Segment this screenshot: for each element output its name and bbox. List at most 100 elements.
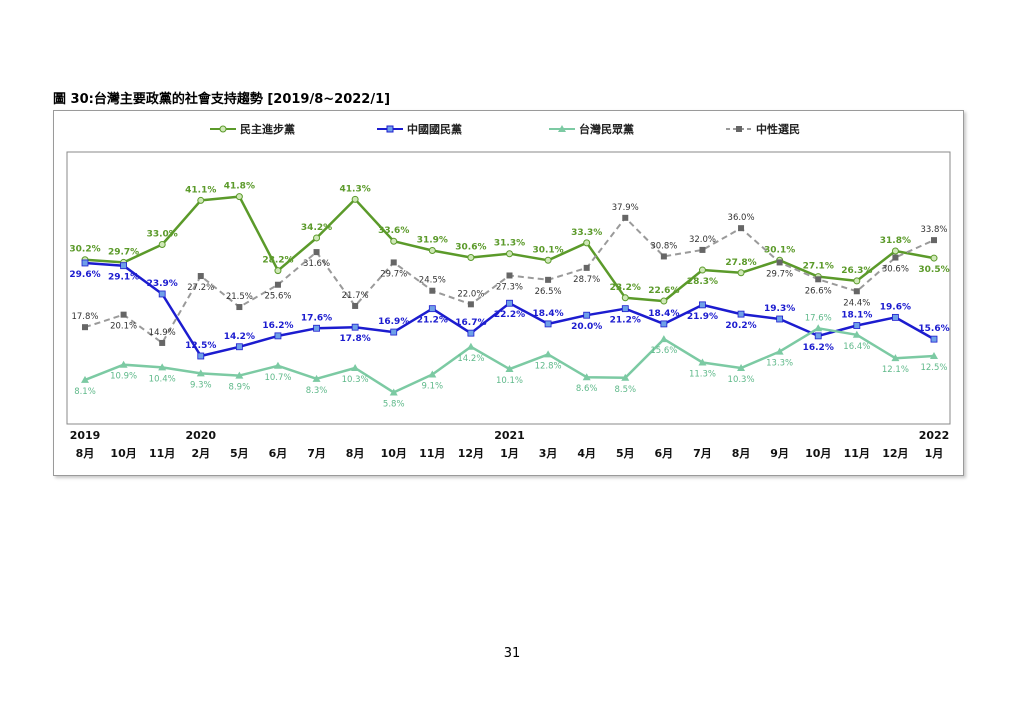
- data-point: [467, 254, 475, 262]
- data-label: 21.5%: [226, 292, 253, 302]
- data-label: 17.6%: [301, 313, 332, 323]
- x-tick-label: 10月: [805, 447, 831, 460]
- data-label: 29.7%: [766, 269, 793, 279]
- x-tick-label: 7月: [307, 447, 326, 460]
- x-tick-label: 5月: [230, 447, 249, 460]
- data-point: [776, 259, 783, 266]
- data-point: [351, 323, 359, 331]
- data-label: 29.1%: [108, 273, 139, 283]
- data-label: 20.2%: [725, 321, 756, 331]
- data-label: 17.6%: [805, 313, 832, 323]
- data-label: 14.2%: [457, 354, 484, 364]
- x-tick-label: 10月: [381, 447, 407, 460]
- data-label: 29.6%: [69, 270, 100, 280]
- data-point: [428, 246, 436, 254]
- data-point: [505, 365, 514, 373]
- data-point: [197, 352, 205, 360]
- data-label: 24.5%: [419, 276, 446, 286]
- data-point: [313, 234, 321, 242]
- data-label: 30.1%: [764, 245, 795, 255]
- data-label: 27.1%: [803, 262, 834, 272]
- data-point: [313, 324, 320, 332]
- data-point: [660, 297, 668, 305]
- data-point: [81, 259, 89, 267]
- data-label: 20.0%: [571, 322, 602, 332]
- data-point: [659, 335, 668, 343]
- x-axis: 8月 10月 11月 2月 5月 6月 7月 8月 10月 11月 12月 1月 3月 4月 5月 6月 7月 8…: [70, 429, 950, 460]
- data-label: 29.7%: [380, 269, 407, 279]
- data-point: [930, 352, 938, 359]
- data-point: [775, 347, 784, 355]
- data-label: 21.2%: [417, 316, 448, 326]
- data-label: 23.2%: [610, 283, 641, 293]
- data-label: 8.3%: [306, 386, 328, 396]
- legend-marker: [219, 125, 227, 133]
- data-label: 31.3%: [494, 239, 525, 249]
- data-point: [428, 305, 436, 313]
- x-tick-label: 8月: [346, 447, 365, 460]
- data-point: [235, 193, 243, 201]
- x-tick-label: 1月: [500, 447, 519, 460]
- x-tick-label: 11月: [844, 447, 870, 460]
- legend-label: 中性選民: [756, 122, 800, 136]
- data-label: 29.7%: [108, 247, 139, 257]
- data-label: 12.1%: [882, 365, 909, 375]
- data-label: 10.7%: [264, 373, 291, 383]
- x-tick-label: 9月: [770, 447, 789, 460]
- data-point: [390, 259, 397, 266]
- data-label: 26.6%: [805, 286, 832, 296]
- x-tick-label: 12月: [882, 447, 908, 460]
- data-point: [699, 301, 706, 309]
- data-label: 10.1%: [496, 376, 523, 386]
- legend-label: 民主進步黨: [240, 122, 295, 136]
- data-label: 12.8%: [535, 361, 562, 371]
- data-point: [466, 342, 475, 350]
- data-point: [814, 332, 822, 340]
- data-label: 5.8%: [383, 399, 405, 409]
- series-line-4: [84, 216, 935, 344]
- data-point: [389, 388, 398, 396]
- data-point: [698, 358, 707, 366]
- data-label: 28.7%: [573, 275, 600, 285]
- data-label: 12.5%: [920, 363, 947, 373]
- data-point: [930, 335, 938, 343]
- data-point: [544, 320, 552, 328]
- data-point: [120, 262, 127, 270]
- data-point: [351, 363, 360, 371]
- data-label: 33.0%: [147, 229, 178, 239]
- legend-label: 台灣民眾黨: [579, 122, 634, 136]
- chart-frame: 民主進步黨 中國國民黨 台灣民眾黨 中性選民 30.2% 29.7% 33.0% 41.1%…: [53, 110, 964, 476]
- data-point: [274, 281, 281, 288]
- legend-marker: [736, 126, 742, 132]
- data-label: 30.6%: [455, 243, 486, 253]
- data-point: [660, 320, 668, 328]
- data-point: [892, 254, 899, 261]
- data-label: 33.3%: [571, 228, 602, 238]
- data-point: [82, 324, 88, 331]
- data-label: 32.0%: [689, 235, 716, 245]
- data-label: 30.6%: [882, 265, 909, 275]
- data-label: 28.2%: [262, 256, 293, 266]
- x-tick-label: 7月: [693, 447, 712, 460]
- chart-legend: 民主進步黨 中國國民黨 台灣民眾黨 中性選民: [210, 122, 800, 136]
- data-point: [235, 343, 243, 351]
- data-point: [390, 328, 398, 336]
- data-label: 14.9%: [149, 328, 176, 338]
- data-point: [853, 288, 860, 295]
- data-label: 10.4%: [149, 374, 176, 384]
- data-label: 8.1%: [74, 387, 96, 397]
- data-label: 16.4%: [843, 342, 870, 352]
- data-point: [815, 276, 822, 283]
- data-point: [544, 350, 553, 358]
- x-tick-label: 4月: [577, 447, 596, 460]
- data-label: 26.5%: [535, 287, 562, 297]
- data-point: [81, 375, 89, 383]
- data-label: 22.6%: [648, 286, 679, 296]
- data-label: 41.3%: [340, 184, 371, 194]
- party-support-line-chart: 民主進步黨 中國國民黨 台灣民眾黨 中性選民 30.2% 29.7% 33.0% 41.1%…: [66, 122, 951, 460]
- data-label: 21.9%: [687, 312, 718, 322]
- data-point: [622, 214, 629, 221]
- legend-marker: [558, 125, 566, 132]
- data-label: 9.1%: [422, 381, 444, 391]
- data-label: 25.6%: [264, 292, 291, 302]
